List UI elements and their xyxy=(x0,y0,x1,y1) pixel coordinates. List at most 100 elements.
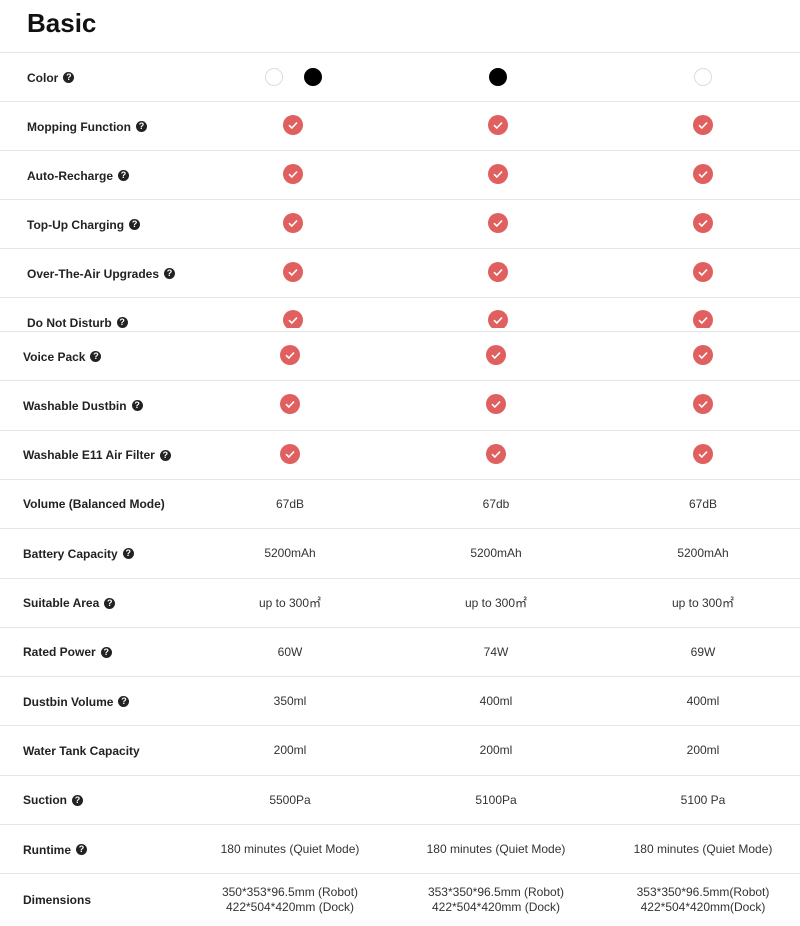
cell-line: 200ml xyxy=(686,743,720,758)
cell-value: 180 minutes (Quiet Mode) xyxy=(396,842,596,857)
cell-line: up to 300㎡ xyxy=(671,595,735,610)
cell-value: up to 300㎡ xyxy=(190,596,390,611)
color-swatch[interactable] xyxy=(303,68,322,86)
row-label: Do Not Disturb? xyxy=(27,316,128,328)
table-row: Do Not Disturb? xyxy=(0,297,800,328)
row-label: Dimensions xyxy=(23,893,91,907)
help-icon[interactable]: ? xyxy=(118,170,130,181)
cell-value: 5500Pa xyxy=(190,793,390,808)
row-label: Auto-Recharge? xyxy=(27,168,130,183)
table-block: Voice Pack? Washable Dustbin? Washable E11… xyxy=(0,331,800,926)
color-swatch[interactable] xyxy=(489,68,507,86)
help-icon[interactable]: ? xyxy=(104,597,116,609)
cell-line: 5100Pa xyxy=(475,792,517,807)
cell-line: 74W xyxy=(483,644,509,659)
cell-value: 67db xyxy=(396,497,596,512)
table-row: Suitable Area? up to 300㎡ up to 300㎡ up to … xyxy=(0,577,800,628)
help-icon[interactable]: ? xyxy=(90,351,102,362)
cell-line: 400ml xyxy=(686,694,720,709)
check-icon xyxy=(488,262,508,282)
check-icon xyxy=(488,115,508,135)
table-row: Auto-Recharge? xyxy=(0,150,800,200)
label-text: Dimensions xyxy=(23,893,92,908)
table-row: Dustbin Volume? 350ml 400ml 400ml xyxy=(0,676,800,726)
help-icon[interactable]: ? xyxy=(159,449,171,461)
label-text: Washable E11 Air Filter xyxy=(23,448,155,463)
help-icon[interactable]: ? xyxy=(164,268,176,279)
help-icon[interactable]: ? xyxy=(118,696,130,708)
cell-line: 350ml xyxy=(273,694,307,709)
cell-line: 400ml xyxy=(479,694,513,709)
label-text: Washable Dustbin xyxy=(23,398,127,413)
row-label: Top-Up Charging? xyxy=(27,217,141,232)
label-text: Suitable Area xyxy=(23,596,100,610)
check-icon xyxy=(693,115,713,135)
label-text: Mopping Function xyxy=(27,119,131,134)
cell-value: 5200mAh xyxy=(603,546,800,561)
check-icon xyxy=(693,262,713,282)
color-swatch[interactable] xyxy=(694,68,712,86)
check-icon xyxy=(486,345,506,365)
label-text: Volume (Balanced Mode) xyxy=(23,497,165,512)
table-row: Battery Capacity? 5200mAh 5200mAh 5200mAh xyxy=(0,528,800,578)
row-label: Suitable Area? xyxy=(23,596,116,610)
cell-value: 400ml xyxy=(603,694,800,709)
cell-line: 200ml xyxy=(273,743,307,758)
section-title: Basic xyxy=(27,8,97,38)
check-icon xyxy=(488,164,508,184)
label-text: Runtime xyxy=(23,842,71,857)
cell-line: 200ml xyxy=(479,743,513,758)
check-icon xyxy=(693,443,713,464)
color-swatch[interactable] xyxy=(264,68,283,86)
help-icon[interactable]: ? xyxy=(63,72,75,83)
cell-value: 353*350*96.5mm (Robot) 422*504*420mm (Doc… xyxy=(396,885,596,915)
table-row: Volume (Balanced Mode) 67dB 67db 67dB xyxy=(0,478,800,529)
row-label: Voice Pack? xyxy=(23,350,102,364)
label-text: Dustbin Volume xyxy=(23,694,114,709)
cell-value: 200ml xyxy=(396,743,596,758)
cell-line: 60W xyxy=(277,644,303,659)
table-row: Over-The-Air Upgrades? xyxy=(0,248,800,298)
help-icon[interactable]: ? xyxy=(76,844,87,855)
help-icon[interactable]: ? xyxy=(72,794,83,806)
label-text: Top-Up Charging xyxy=(27,217,125,232)
row-label: Over-The-Air Upgrades? xyxy=(27,267,176,281)
check-icon xyxy=(280,394,300,415)
table-row: Mopping Function? xyxy=(0,101,800,151)
cell-value: 5100Pa xyxy=(396,793,596,808)
help-icon[interactable]: ? xyxy=(135,121,147,132)
table-row: Washable Dustbin? xyxy=(0,380,800,430)
table-row: Voice Pack? xyxy=(0,331,800,381)
cell-line: 422*504*420mm (Dock) xyxy=(431,900,561,915)
label-text: Color xyxy=(27,70,59,85)
cell-line: 180 minutes (Quiet Mode) xyxy=(426,842,566,856)
label-text: Battery Capacity xyxy=(23,546,118,561)
check-icon xyxy=(488,310,508,328)
help-icon[interactable]: ? xyxy=(129,219,141,230)
cell-line: 5100 Pa xyxy=(680,792,726,807)
check-icon xyxy=(283,262,303,282)
cell-value: 200ml xyxy=(190,743,390,758)
cell-value: 180 minutes (Quiet Mode) xyxy=(603,842,800,857)
check-icon xyxy=(486,394,506,415)
table-row: Color? xyxy=(0,52,800,102)
help-icon[interactable]: ? xyxy=(116,317,128,328)
row-label: Suction? xyxy=(23,793,83,807)
help-icon[interactable]: ? xyxy=(122,548,134,560)
help-icon[interactable]: ? xyxy=(131,400,143,412)
cell-value: 5200mAh xyxy=(190,546,390,561)
check-icon xyxy=(280,443,300,464)
cell-value: up to 300㎡ xyxy=(603,596,800,611)
cell-line: 422*504*420mm(Dock) xyxy=(640,900,766,915)
label-text: Auto-Recharge xyxy=(27,168,114,183)
cell-value: 353*350*96.5mm(Robot) 422*504*420mm(Dock) xyxy=(603,885,800,915)
check-icon xyxy=(280,345,300,365)
cell-line: 67dB xyxy=(275,496,305,511)
cell-value: 5200mAh xyxy=(396,546,596,561)
row-label: Washable E11 Air Filter? xyxy=(23,448,171,462)
cell-value: up to 300㎡ xyxy=(396,596,596,611)
cell-line: 5200mAh xyxy=(264,546,316,561)
help-icon[interactable]: ? xyxy=(100,646,112,658)
cell-value: 67dB xyxy=(190,497,390,512)
